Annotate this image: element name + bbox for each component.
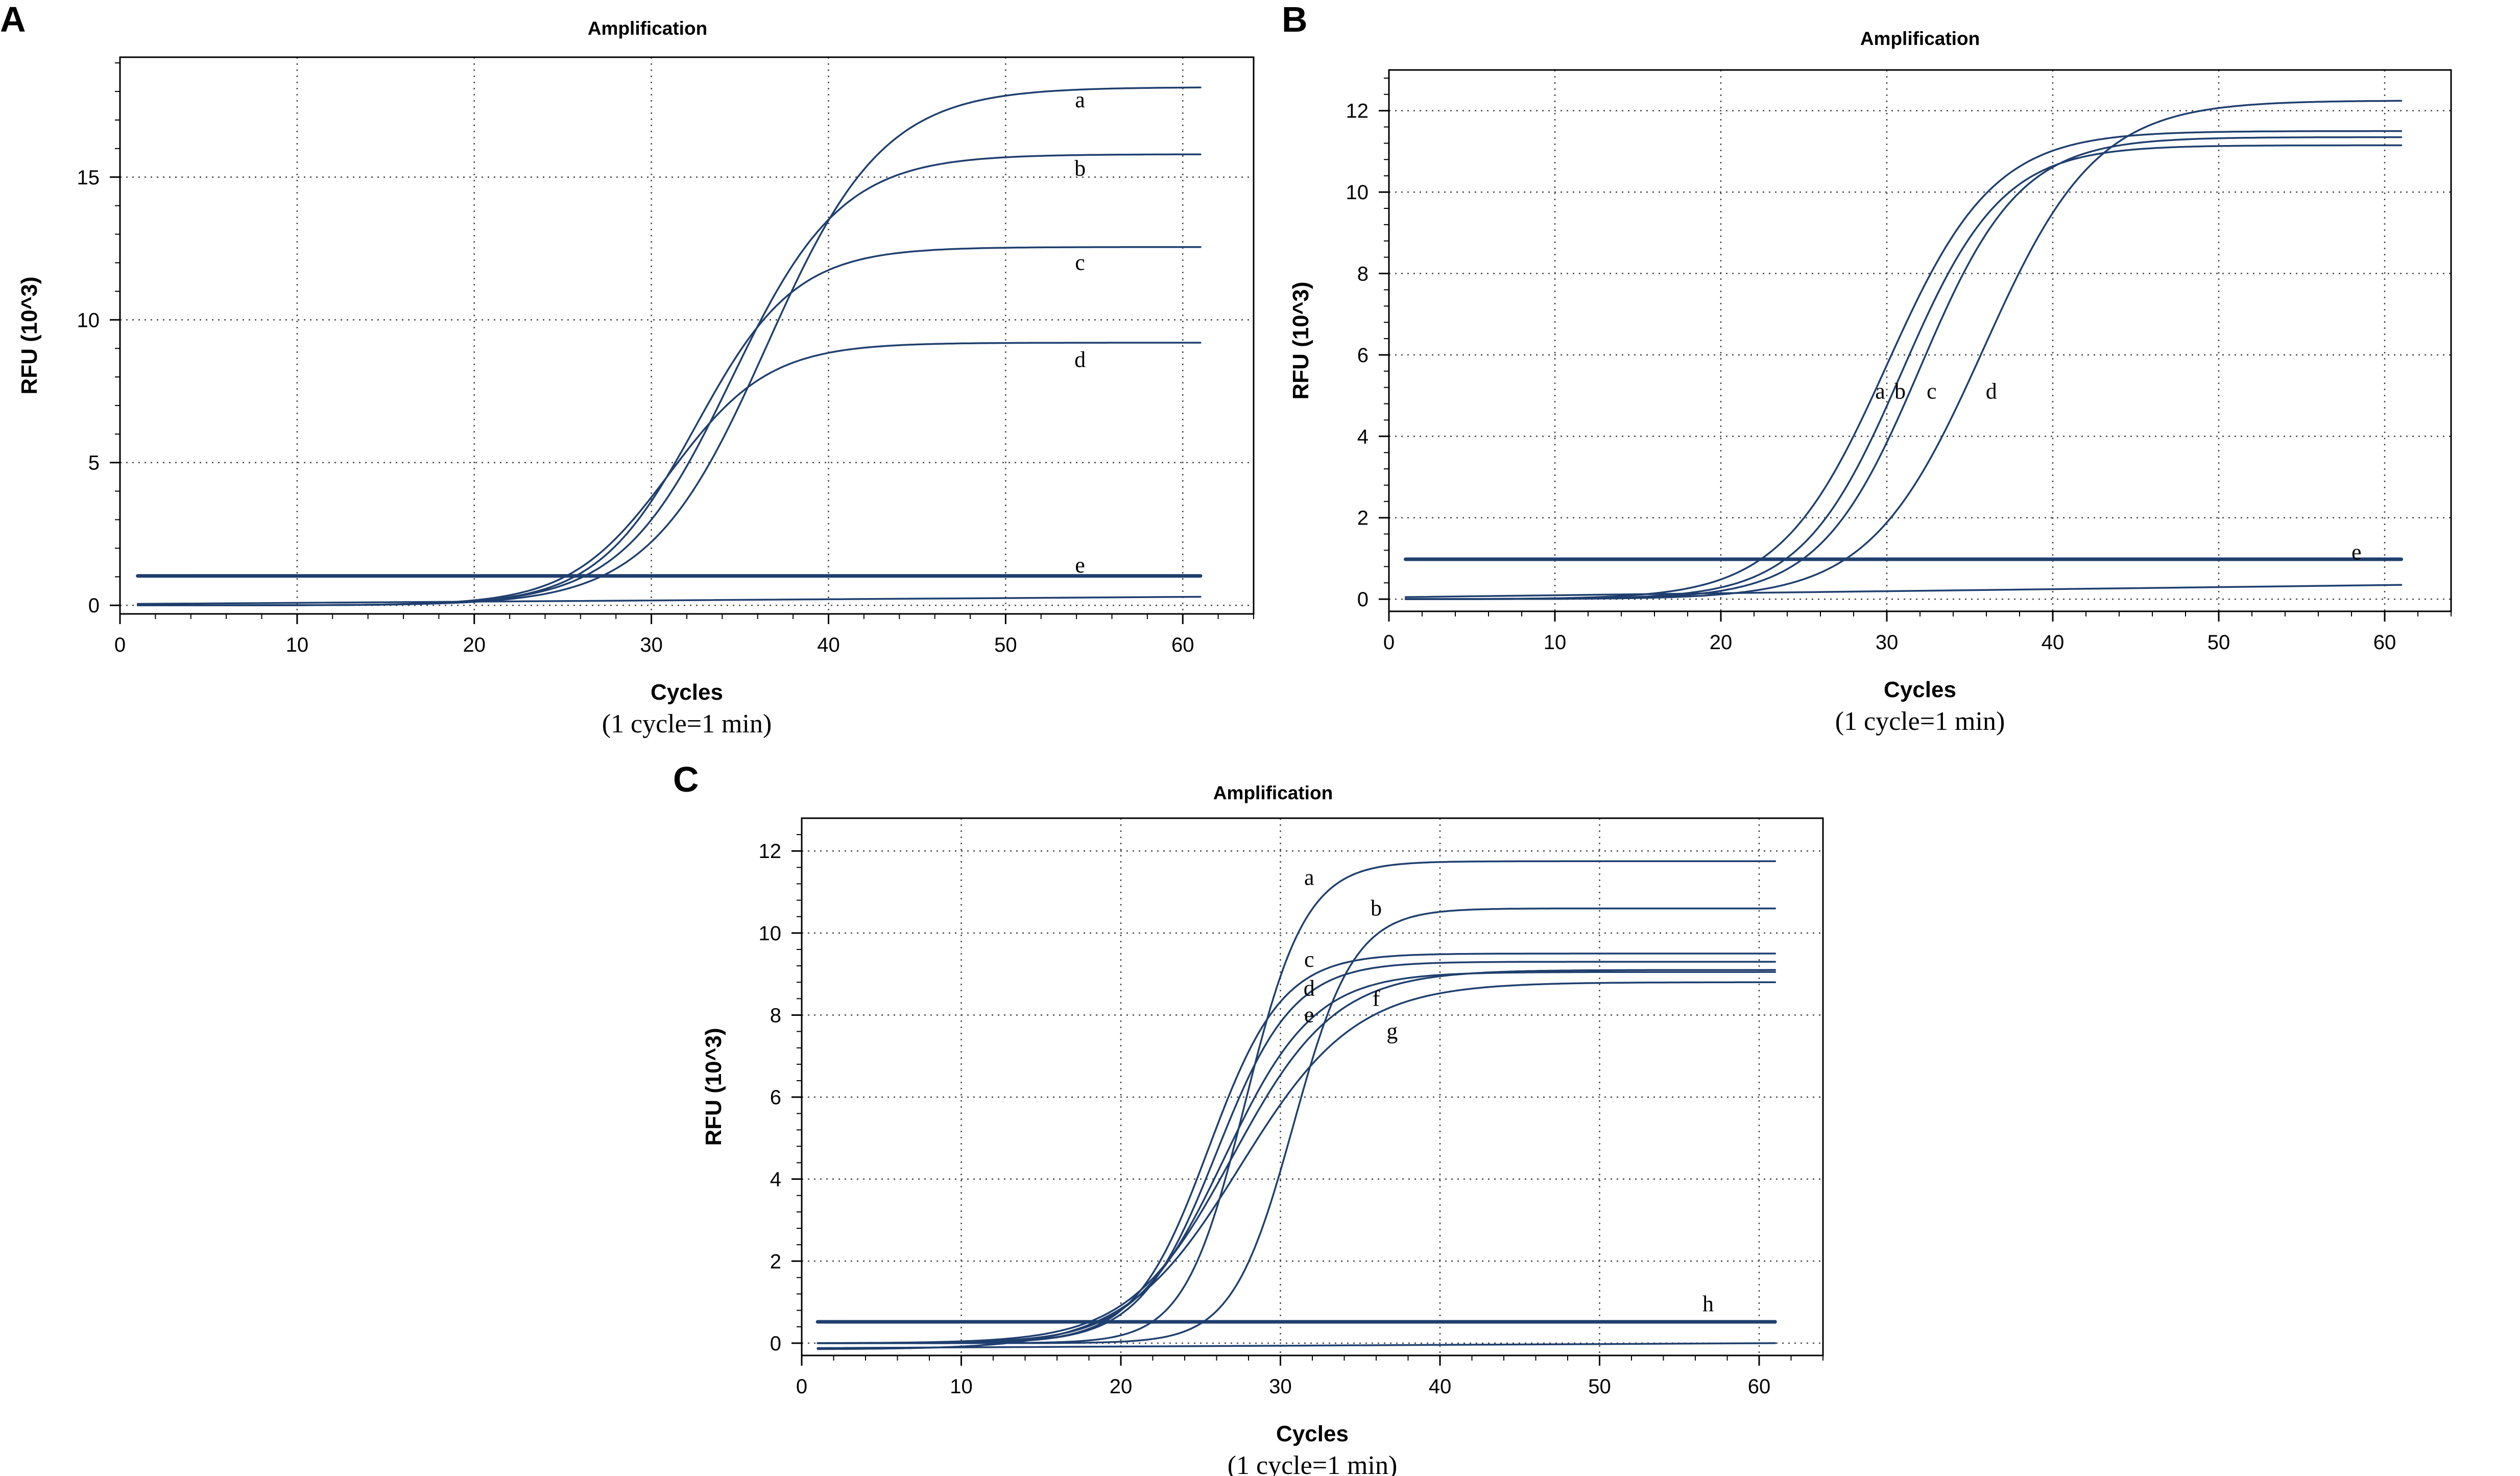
y-tick-label: 2: [770, 1250, 781, 1273]
x-tick-label: 10: [950, 1375, 973, 1398]
x-tick-label: 30: [640, 634, 663, 656]
y-tick-label: 2: [1357, 507, 1369, 530]
x-tick-label: 50: [994, 634, 1017, 656]
y-tick-label: 5: [88, 452, 100, 474]
curve-label: c: [1075, 250, 1085, 275]
y-tick-label: 8: [770, 1004, 781, 1027]
y-axis-label: RFU (10^3): [1288, 281, 1313, 399]
panel-letter: B: [1282, 0, 1308, 39]
x-axis-label: Cycles: [1884, 677, 1956, 702]
series-line-e: [817, 971, 1777, 1344]
curve-label: b: [1894, 379, 1906, 404]
series-line-b: [136, 153, 1202, 606]
curve-label: e: [1304, 1002, 1314, 1027]
x-tick-label: 20: [1710, 631, 1733, 654]
y-tick-label: 15: [77, 166, 100, 189]
x-axis-note: (1 cycle=1 min): [1228, 1451, 1398, 1476]
y-tick-label: 10: [77, 309, 100, 331]
series-line-baseline: [1404, 584, 2403, 598]
panel-letter: C: [673, 759, 699, 799]
y-tick-label: 6: [770, 1086, 781, 1109]
x-axis-note: (1 cycle=1 min): [1835, 707, 2005, 736]
x-tick-label: 50: [2207, 631, 2230, 654]
curve-label: d: [1074, 347, 1086, 372]
curve-label: a: [1075, 87, 1085, 112]
y-tick-label: 8: [1357, 263, 1369, 285]
curve-label: b: [1371, 896, 1382, 921]
panel-B: B Amplification 0 10 20 30 40 50 60 0 2 4 6 8 10 12 Cycl…: [1282, 0, 2452, 736]
x-tick-label: 60: [1171, 634, 1194, 656]
y-tick-label: 0: [770, 1332, 781, 1355]
panel-C: C Amplification 0 10 20 30 40 50 60 0 2 4 6 8 10 12 Cycl…: [673, 759, 1824, 1476]
x-tick-label: 0: [1383, 631, 1395, 654]
curve-label: d: [1986, 379, 1997, 404]
x-axis-note: (1 cycle=1 min): [602, 709, 772, 739]
x-tick-label: 10: [1544, 631, 1567, 654]
curve-label: e: [2351, 539, 2362, 564]
x-tick-label: 40: [1429, 1375, 1452, 1398]
curve-label: h: [1702, 1292, 1714, 1317]
series-line-g: [817, 981, 1777, 1350]
x-tick-label: 30: [1876, 631, 1899, 654]
curve-label: d: [1304, 975, 1315, 1001]
y-tick-label: 4: [770, 1169, 781, 1191]
chart-title: Amplification: [588, 18, 707, 39]
x-tick-label: 40: [817, 634, 840, 656]
y-tick-label: 12: [759, 840, 782, 863]
curve-label: a: [1875, 379, 1885, 404]
y-tick-label: 12: [1346, 100, 1369, 123]
curve-label: a: [1304, 865, 1314, 890]
curve-label: f: [1373, 986, 1380, 1011]
y-tick-label: 0: [1357, 588, 1369, 611]
y-tick-label: 10: [1346, 181, 1369, 204]
x-tick-label: 60: [2373, 631, 2396, 654]
y-tick-label: 0: [88, 594, 100, 617]
series-line-baseline: [817, 1342, 1776, 1349]
curve-label: e: [1075, 553, 1085, 578]
series-line-f: [817, 969, 1777, 1344]
chart-title: Amplification: [1213, 782, 1333, 803]
y-axis-label: RFU (10^3): [17, 276, 42, 394]
series-line-d: [1404, 100, 2403, 600]
x-tick-label: 30: [1269, 1375, 1292, 1398]
x-axis-label: Cycles: [1276, 1421, 1349, 1446]
x-tick-label: 10: [286, 634, 309, 656]
y-tick-label: 6: [1357, 344, 1369, 367]
curve-label: c: [1304, 947, 1314, 972]
x-tick-label: 0: [114, 634, 126, 656]
x-tick-label: 60: [1748, 1375, 1771, 1398]
chart-title: Amplification: [1860, 28, 1980, 49]
y-axis-label: RFU (10^3): [701, 1028, 726, 1146]
x-tick-label: 20: [1110, 1375, 1133, 1398]
series-line-d: [136, 342, 1202, 606]
curve-label: c: [1927, 379, 1937, 404]
y-tick-label: 4: [1357, 425, 1369, 448]
x-tick-label: 20: [463, 634, 486, 656]
x-tick-label: 0: [796, 1375, 807, 1398]
curve-label: g: [1386, 1019, 1398, 1044]
y-tick-label: 10: [759, 922, 782, 945]
x-tick-label: 50: [1588, 1375, 1611, 1398]
series-line-d: [817, 961, 1777, 1344]
plot-frame: [119, 56, 1255, 615]
plot-frame: [1388, 69, 2452, 612]
x-axis-label: Cycles: [651, 680, 723, 705]
x-tick-label: 40: [2042, 631, 2065, 654]
series-line-baseline: [136, 596, 1202, 605]
panel-letter: A: [0, 0, 26, 39]
curve-label: b: [1074, 156, 1086, 181]
panel-A: A Amplification 0 10 20 30 40 50 60 0 5 10 15 Cycles (…: [0, 0, 1255, 739]
plot-frame: [801, 817, 1824, 1356]
